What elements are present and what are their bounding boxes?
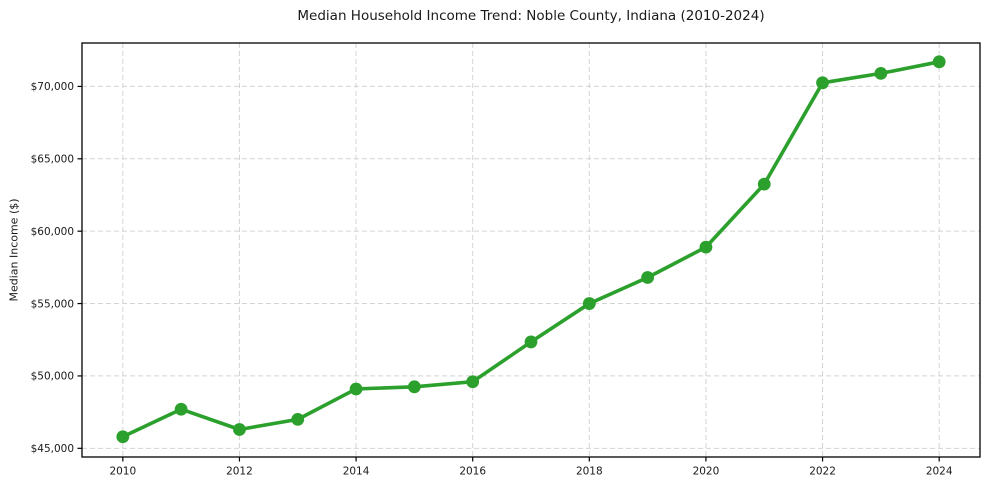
x-tick-label: 2016 [459,466,486,478]
x-tick-label: 2018 [576,466,603,478]
data-point-marker [699,240,713,254]
x-tick-label: 2010 [109,466,136,478]
y-axis-label: Median Income ($) [7,198,21,302]
data-point-marker [641,271,655,284]
trend-line [121,60,941,439]
x-tick-label: 2014 [343,466,370,478]
x-tick-label: 2012 [226,466,253,478]
data-point-marker [466,375,480,389]
data-point-marker [816,76,829,90]
data-point-marker [233,423,246,436]
y-tick-label: $60,000 [31,226,74,238]
x-tick-label: 2024 [926,466,953,478]
y-tick-label: $45,000 [31,443,74,455]
data-point-marker [874,66,888,80]
y-tick-label: $70,000 [31,81,74,93]
data-point-marker [524,335,538,349]
plot-border [81,42,981,458]
y-tick-label: $65,000 [31,154,74,166]
data-point-marker [291,412,305,426]
data-point-marker [582,297,596,310]
data-point-marker [757,177,771,191]
data-point-marker [116,430,130,444]
data-point-marker [174,402,188,416]
y-tick-label: $55,000 [31,298,74,310]
chart-title: Median Household Income Trend: Noble Cou… [297,8,765,24]
x-tick-label: 2020 [693,466,720,478]
data-point-marker [932,55,946,69]
data-point-marker [349,382,363,396]
x-tick-label: 2022 [809,466,836,478]
data-point-marker [407,380,421,394]
y-tick-label: $50,000 [31,371,74,383]
